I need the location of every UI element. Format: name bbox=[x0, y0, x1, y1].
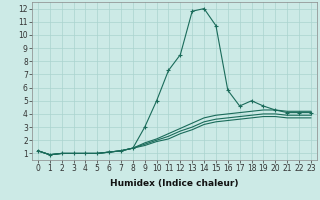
X-axis label: Humidex (Indice chaleur): Humidex (Indice chaleur) bbox=[110, 179, 239, 188]
